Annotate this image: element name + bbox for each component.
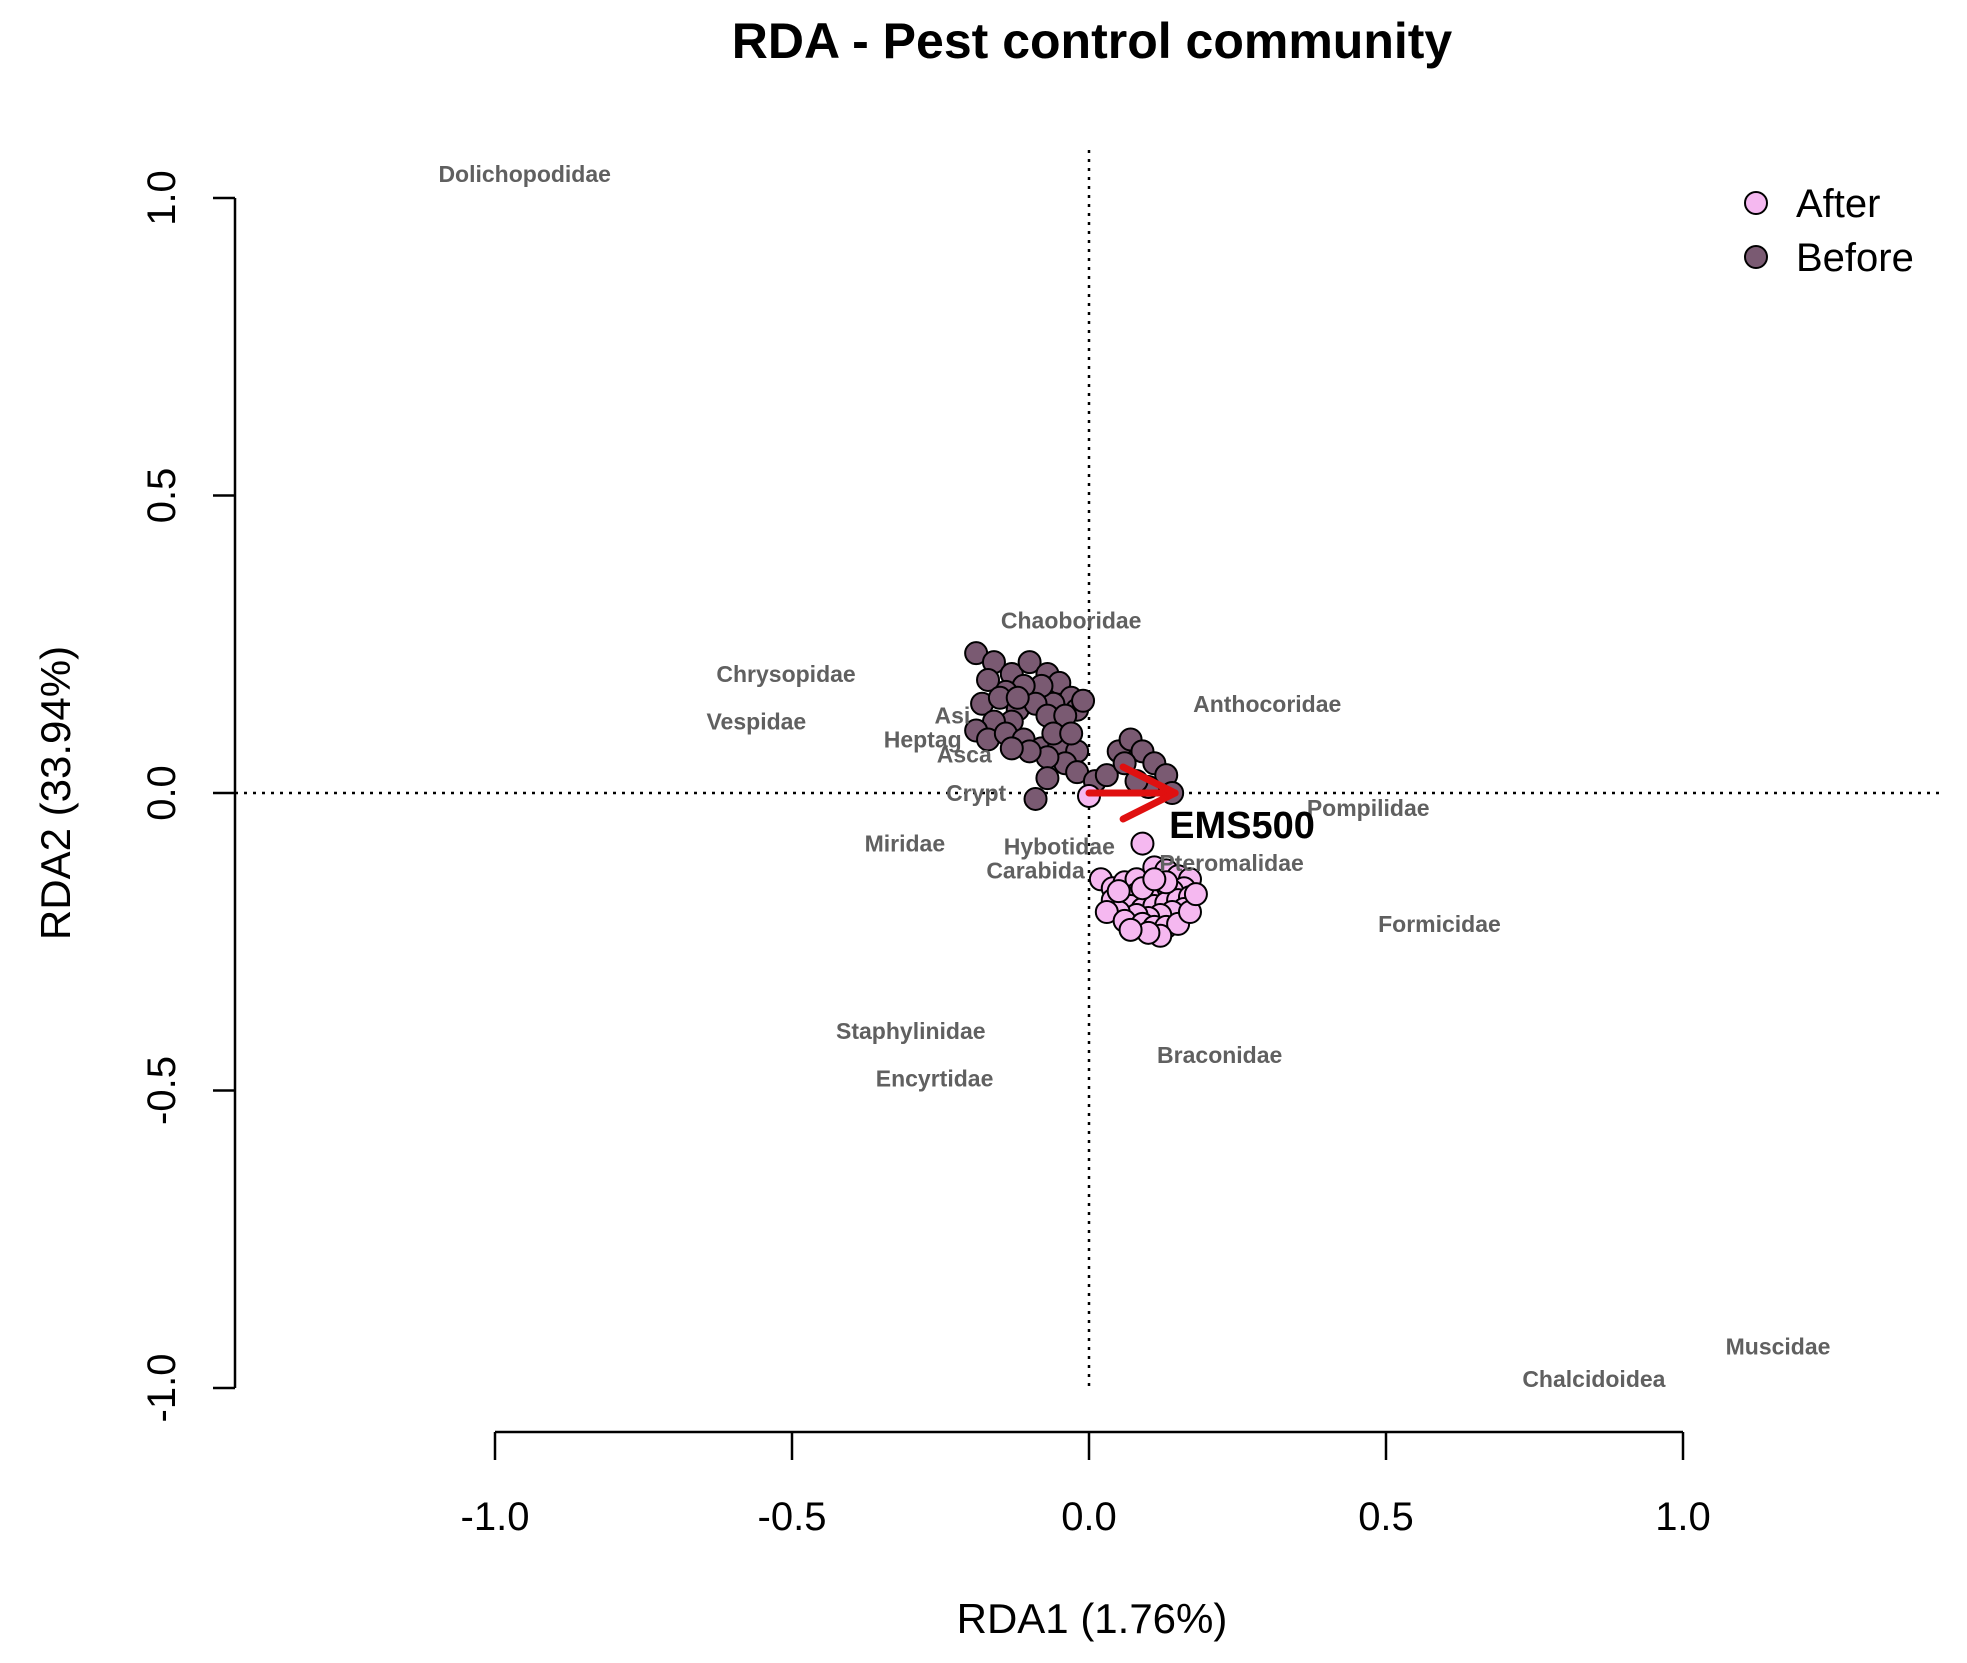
species-label: Asi <box>934 703 970 729</box>
point-after <box>1118 917 1143 942</box>
species-label: Braconidae <box>1157 1042 1282 1068</box>
legend-label-before: Before <box>1796 236 1914 280</box>
legend-marker-after <box>1744 191 1768 215</box>
species-label: Encyrtidae <box>876 1066 994 1092</box>
legend-label-after: After <box>1796 182 1880 226</box>
x-tick-label: 0.0 <box>1061 1495 1117 1539</box>
point-before <box>1005 685 1030 710</box>
y-tick-label: 0.0 <box>140 765 184 821</box>
species-label: Anthocoridae <box>1193 691 1341 717</box>
legend: After Before <box>1744 182 1914 280</box>
y-axis: -1.0 -0.5 0.0 0.5 1.0 <box>140 170 237 1423</box>
species-label: Dolichopodidae <box>438 161 611 187</box>
species-label: Pompilidae <box>1307 795 1430 821</box>
point-before <box>1094 763 1119 788</box>
y-axis-title: RDA2 (33.94%) <box>32 646 79 940</box>
x-axis: -1.0 -0.5 0.0 0.5 1.0 <box>461 1430 1711 1539</box>
species-label: Formicidae <box>1378 911 1501 937</box>
point-after <box>1183 882 1208 907</box>
point-before <box>1023 786 1048 811</box>
env-arrow-head <box>1119 763 1179 823</box>
y-tick-label: -0.5 <box>140 1056 184 1125</box>
x-tick-label: 0.5 <box>1358 1495 1414 1539</box>
x-tick-label: -1.0 <box>461 1495 530 1539</box>
species-label: Asca <box>937 741 992 767</box>
y-tick-label: 0.5 <box>140 468 184 524</box>
point-before <box>1017 650 1042 675</box>
species-label: Muscidae <box>1726 1333 1831 1359</box>
point-before <box>1071 688 1096 713</box>
x-tick-label: -0.5 <box>758 1495 827 1539</box>
point-before <box>1059 721 1084 746</box>
y-tick-label: -1.0 <box>140 1354 184 1423</box>
point-after <box>1130 831 1155 856</box>
x-tick-label: 1.0 <box>1655 1495 1711 1539</box>
point-after <box>1106 879 1131 904</box>
species-labels: Dolichopodidae Chaoboridae Chrysopidae Vesp… <box>438 161 1830 1392</box>
point-before <box>999 736 1024 761</box>
data-points <box>964 641 1208 948</box>
point-before <box>1035 766 1060 791</box>
species-label: Pteromalidae <box>1159 850 1303 876</box>
point-before <box>976 667 1001 692</box>
point-after <box>1142 867 1167 892</box>
species-label: Staphylinidae <box>836 1018 986 1044</box>
species-label: Chalcidoidea <box>1522 1366 1665 1392</box>
species-label: Chrysopidae <box>716 661 855 687</box>
species-label: Hybotidae <box>1004 834 1115 860</box>
species-label: Carabida <box>986 857 1085 883</box>
y-tick-label: 1.0 <box>140 170 184 226</box>
env-vector-label: EMS500 <box>1169 805 1315 847</box>
species-label: Chaoboridae <box>1001 607 1142 633</box>
species-label: Vespidae <box>706 709 806 735</box>
legend-marker-before <box>1744 245 1768 269</box>
x-axis-title: RDA1 (1.76%) <box>957 1595 1228 1642</box>
species-label: Heptag <box>884 726 962 752</box>
chart-title: RDA - Pest control community <box>732 13 1453 69</box>
env-vector: EMS500 <box>1085 763 1315 847</box>
species-label: Crypt <box>946 780 1006 806</box>
species-label: Miridae <box>865 831 946 857</box>
